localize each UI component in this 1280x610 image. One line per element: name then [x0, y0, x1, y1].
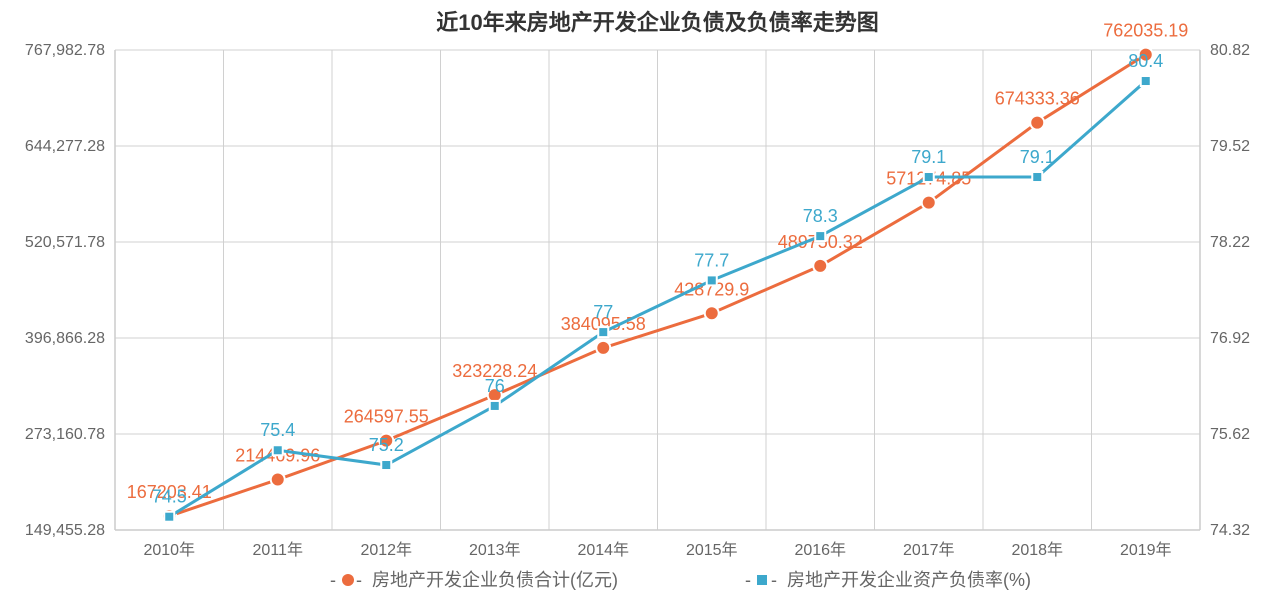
- chart-container: 近10年来房地产开发企业负债及负债率走势图 149,455.28 273,160.7…: [0, 0, 1280, 610]
- x-tick-label: 2012年: [360, 541, 412, 559]
- y-left-tick-label: 396,866.28: [25, 330, 105, 347]
- marker-ratio: [381, 460, 391, 470]
- y-right-tick-label: 80.82: [1210, 42, 1250, 59]
- legend-dash: -: [745, 570, 751, 590]
- marker-debt: [271, 473, 285, 487]
- marker-ratio: [1032, 172, 1042, 182]
- y-right-tick-label: 79.52: [1210, 138, 1250, 155]
- marker-debt: [596, 341, 610, 355]
- data-label-ratio: 77.7: [694, 250, 729, 270]
- legend-dash: -: [771, 570, 777, 590]
- data-label-debt: 674333.36: [995, 89, 1080, 109]
- y-left-tick-label: 644,277.28: [25, 138, 105, 155]
- marker-ratio: [924, 172, 934, 182]
- legend-dash: -: [356, 570, 362, 590]
- y-right-tick-label: 76.92: [1210, 330, 1250, 347]
- data-label-ratio: 77: [593, 302, 613, 322]
- marker-debt: [705, 306, 719, 320]
- data-label-ratio: 75.4: [260, 420, 295, 440]
- x-tick-label: 2014年: [577, 541, 629, 559]
- legend-item-debt: --房地产开发企业负债合计(亿元): [330, 570, 618, 590]
- x-tick-label: 2015年: [686, 541, 738, 559]
- marker-ratio: [598, 327, 608, 337]
- y-right-tick-label: 78.22: [1210, 234, 1250, 251]
- data-label-ratio: 79.1: [911, 147, 946, 167]
- marker-ratio: [490, 401, 500, 411]
- legend-item-ratio: --房地产开发企业资产负债率(%): [745, 570, 1031, 590]
- x-tick-label: 2016年: [794, 541, 846, 559]
- data-label-ratio: 74.5: [152, 487, 187, 507]
- data-label-debt: 264597.55: [344, 407, 429, 427]
- marker-ratio: [164, 512, 174, 522]
- marker-debt: [922, 196, 936, 210]
- legend-marker: [757, 575, 767, 585]
- x-tick-label: 2010年: [143, 541, 195, 559]
- marker-ratio: [273, 445, 283, 455]
- x-tick-label: 2013年: [469, 541, 521, 559]
- chart-title: 近10年来房地产开发企业负债及负债率走势图: [436, 10, 878, 35]
- legend-marker: [342, 574, 354, 586]
- data-label-ratio: 78.3: [803, 206, 838, 226]
- legend-label: 房地产开发企业负债合计(亿元): [372, 570, 618, 590]
- x-tick-label: 2017年: [903, 541, 955, 559]
- data-label-ratio: 80.4: [1128, 51, 1163, 71]
- y-left-tick-label: 149,455.28: [25, 522, 105, 539]
- data-label-ratio: 76: [485, 376, 505, 396]
- marker-debt: [813, 259, 827, 273]
- y-left-tick-label: 273,160.78: [25, 426, 105, 443]
- legend-dash: -: [330, 570, 336, 590]
- data-label-ratio: 75.2: [369, 435, 404, 455]
- marker-ratio: [815, 231, 825, 241]
- chart-svg: 近10年来房地产开发企业负债及负债率走势图 149,455.28 273,160.7…: [0, 0, 1280, 610]
- marker-ratio: [1141, 76, 1151, 86]
- x-tick-label: 2011年: [253, 541, 303, 559]
- data-label-ratio: 79.1: [1020, 147, 1055, 167]
- y-left-tick-label: 520,571.78: [25, 234, 105, 251]
- marker-debt: [1030, 116, 1044, 130]
- marker-ratio: [707, 275, 717, 285]
- x-tick-label: 2018年: [1011, 541, 1063, 559]
- data-label-debt: 762035.19: [1103, 21, 1188, 41]
- y-right-tick-label: 74.32: [1210, 522, 1250, 539]
- x-tick-label: 2019年: [1120, 541, 1172, 559]
- y-right-tick-label: 75.62: [1210, 426, 1250, 443]
- legend-label: 房地产开发企业资产负债率(%): [787, 570, 1031, 590]
- y-left-tick-label: 767,982.78: [25, 42, 105, 59]
